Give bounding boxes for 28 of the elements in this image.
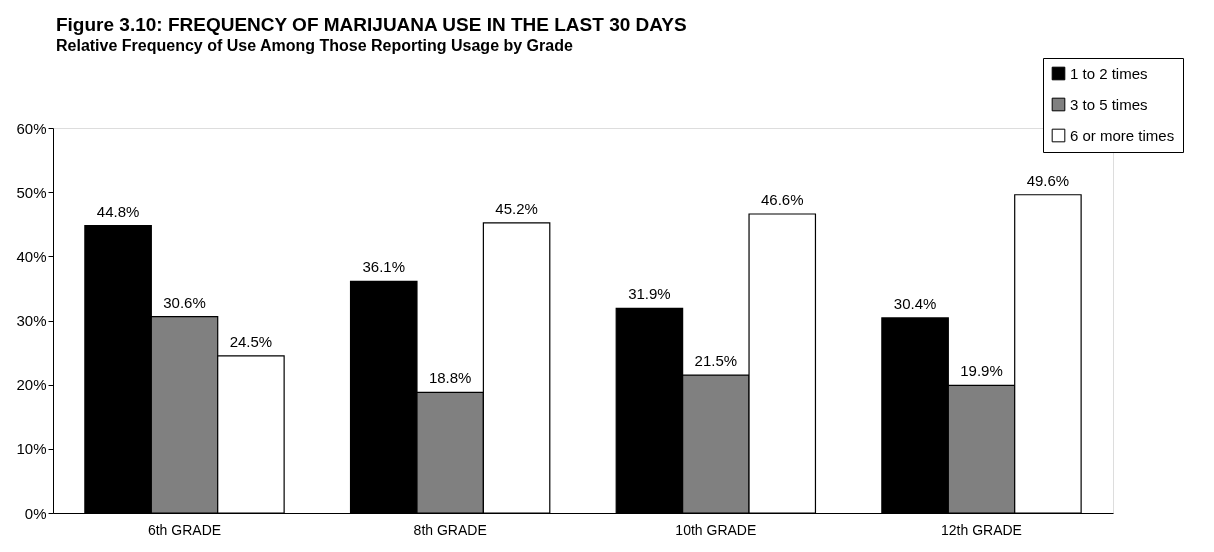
legend-label: 1 to 2 times	[1070, 64, 1148, 82]
data-label: 30.4%	[893, 294, 937, 312]
data-label: 21.5%	[694, 352, 738, 370]
data-label: 49.6%	[1026, 171, 1070, 189]
data-label: 36.1%	[362, 258, 406, 276]
y-tick-label: 40%	[16, 247, 47, 265]
data-label: 31.9%	[628, 285, 671, 303]
x-tick-label: 6th GRADE	[147, 521, 222, 538]
y-tick-label: 20%	[16, 376, 47, 394]
x-tick-label: 12th GRADE	[941, 521, 1022, 538]
data-label: 46.6%	[760, 190, 804, 208]
data-label: 24.5%	[229, 332, 273, 350]
x-tick-label: 8th GRADE	[413, 521, 487, 538]
data-label: 45.2%	[495, 199, 538, 217]
data-label: 44.8%	[96, 202, 140, 220]
x-tick-label: 10th GRADE	[675, 521, 757, 538]
data-label: 19.9%	[960, 362, 1003, 380]
legend-label: 3 to 5 times	[1070, 95, 1148, 113]
y-tick-label: 10%	[16, 440, 47, 458]
y-tick-label: 30%	[16, 312, 47, 329]
chart-title: Figure 3.10: FREQUENCY OF MARIJUANA USE IN THE LAST 30 DAYS	[55, 13, 687, 35]
y-tick-label: 0%	[24, 504, 47, 522]
y-tick-label: 50%	[16, 183, 47, 201]
data-label: 30.6%	[163, 293, 206, 311]
chart-subtitle: Relative Frequency of Use Among Those Reporting Usage by Grade	[55, 36, 573, 54]
legend-label: 6 or more times	[1070, 126, 1175, 144]
y-tick-label: 60%	[16, 119, 47, 137]
data-label: 18.8%	[428, 369, 472, 387]
